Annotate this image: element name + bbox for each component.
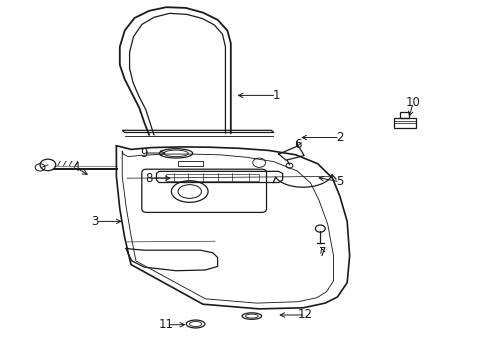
Text: 8: 8 xyxy=(145,172,153,185)
Text: 9: 9 xyxy=(140,147,148,159)
Text: 11: 11 xyxy=(159,318,173,331)
Text: 6: 6 xyxy=(294,138,302,150)
Text: 3: 3 xyxy=(91,215,99,228)
Text: 10: 10 xyxy=(405,96,420,109)
Text: 2: 2 xyxy=(335,131,343,144)
Text: 7: 7 xyxy=(318,246,326,258)
Text: 1: 1 xyxy=(272,89,280,102)
Text: 5: 5 xyxy=(335,175,343,188)
Text: 12: 12 xyxy=(298,309,312,321)
Text: 4: 4 xyxy=(72,161,80,174)
